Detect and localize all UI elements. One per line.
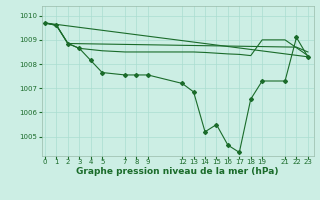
X-axis label: Graphe pression niveau de la mer (hPa): Graphe pression niveau de la mer (hPa) [76,167,279,176]
